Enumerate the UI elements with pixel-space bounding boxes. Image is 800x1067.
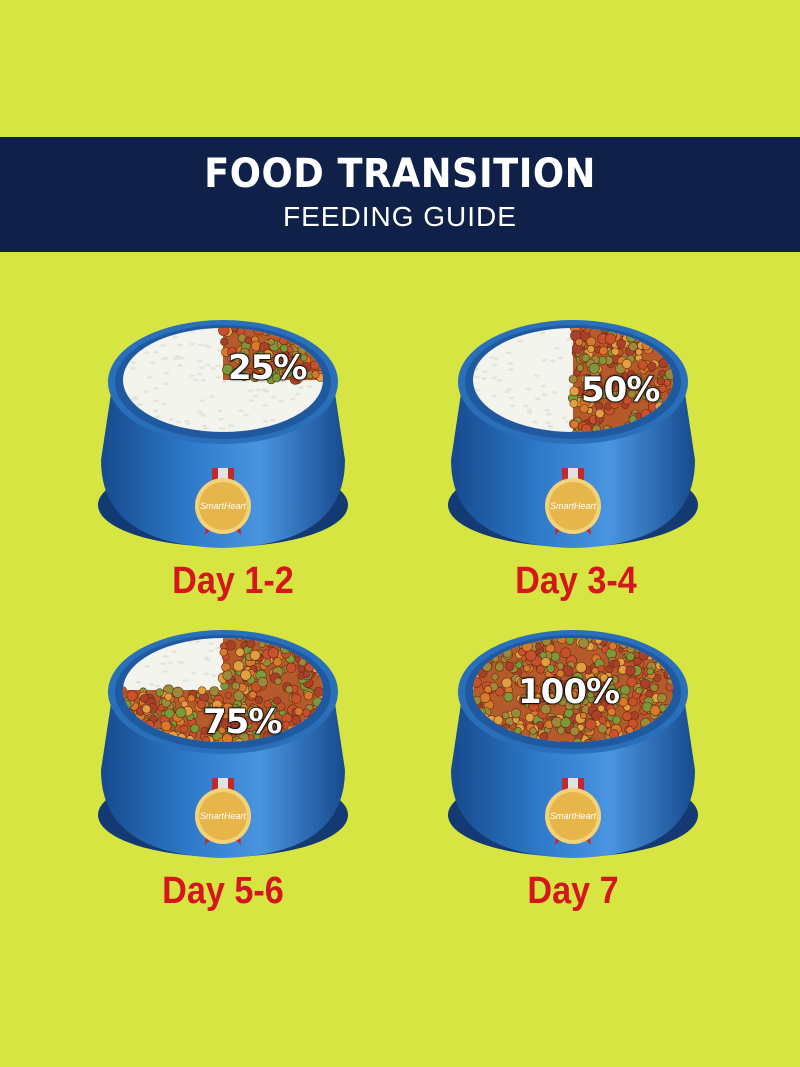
percentage-label: 100% [517,671,621,713]
day-label: Day 7 [527,870,619,912]
svg-text:SmartHeart: SmartHeart [550,811,597,821]
page-subtitle: FEEDING GUIDE [283,201,517,232]
food-bowl-icon: SmartHeart [448,320,698,548]
percentage-label: 75% [202,701,283,743]
food-bowl-icon: SmartHeart [98,630,348,858]
stage-day-5-6: SmartHeart 75% Day 5-6 [93,620,393,920]
stage-day-3-4: SmartHeart 50% Day 3-4 [443,310,743,610]
page-title: FOOD TRANSITION [204,151,596,197]
svg-text:SmartHeart: SmartHeart [550,501,597,511]
day-label: Day 5-6 [162,870,284,912]
svg-text:SmartHeart: SmartHeart [200,811,247,821]
header-banner: FOOD TRANSITION FEEDING GUIDE [0,137,800,252]
food-bowl-icon: SmartHeart [448,630,698,858]
percentage-label: 25% [227,347,308,389]
percentage-label: 50% [580,369,661,411]
svg-text:SmartHeart: SmartHeart [200,501,247,511]
food-bowl-icon: SmartHeart [98,320,348,548]
day-label: Day 3-4 [515,560,637,602]
stage-day-1-2: SmartHeart 25% Day 1-2 [93,310,393,610]
stage-day-7: SmartHeart 100% Day 7 [443,620,743,920]
day-label: Day 1-2 [172,560,294,602]
